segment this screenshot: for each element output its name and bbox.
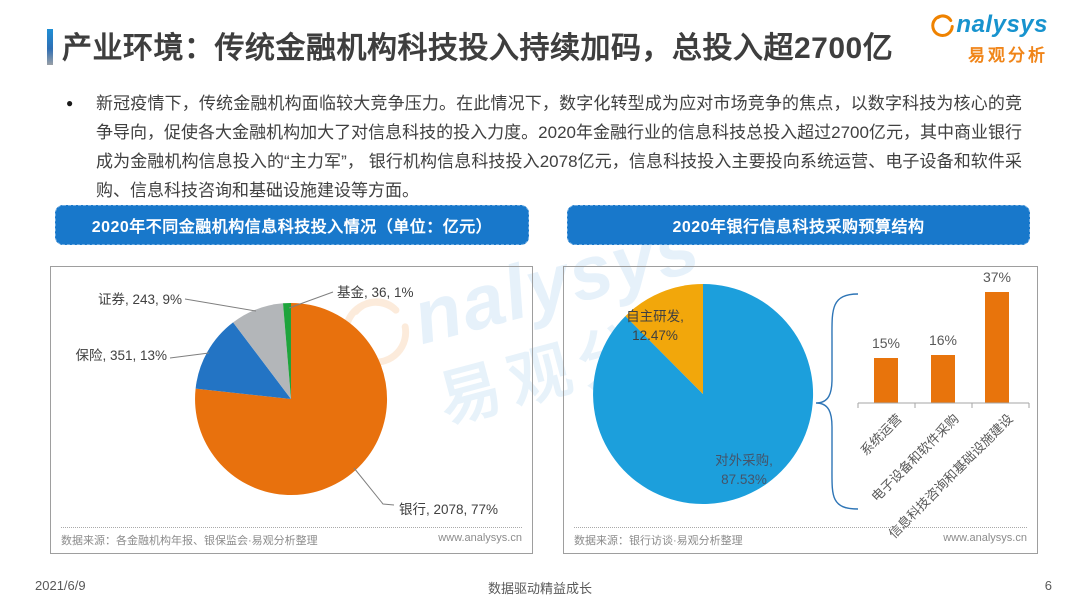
footer-date: 2021/6/9 — [35, 578, 86, 593]
pie-slice-对外采购 — [593, 283, 814, 504]
right-source-row: 数据来源：银行访谈·易观分析整理 www.analysys.cn — [574, 527, 1027, 548]
left-chart-banner: 2020年不同金融机构信息科技投入情况（单位：亿元） — [55, 205, 529, 245]
bar-value-3: 37% — [982, 269, 1012, 285]
left-pie-chart — [169, 291, 395, 506]
bar-value-2: 16% — [928, 332, 958, 348]
analysys-logo: nalysys 易观分析 — [926, 10, 1048, 66]
bar-axis — [857, 402, 1030, 408]
pie-slice-银行 — [195, 303, 388, 496]
bar-系统运营 — [874, 358, 898, 403]
bar-value-1: 15% — [871, 335, 901, 351]
inhouse-slice-label: 自主研发, 12.47% — [626, 309, 684, 343]
logo-wordmark: nalysys — [956, 11, 1048, 38]
bar-电子设备和软件采购 — [931, 355, 955, 403]
right-chart-banner: 2020年银行信息科技采购预算结构 — [567, 205, 1030, 245]
bullet-icon: ● — [66, 96, 74, 110]
summary-text: 新冠疫情下，传统金融机构面临较大竞争压力。在此情况下，数字化转型成为应对市场竞争… — [96, 94, 1022, 200]
right-site-link[interactable]: www.analysys.cn — [943, 532, 1027, 544]
page-title: 产业环境：传统金融机构科技投入持续加码，总投入超2700亿 — [62, 32, 894, 65]
callout-bank: 银行, 2078, 77% — [399, 502, 499, 517]
left-chart-panel: 证券, 243, 9% 基金, 36, 1% 保险, 351, 13% 银行, … — [50, 266, 533, 554]
right-pie-and-bar-chart — [593, 283, 1030, 510]
pie-slice-证券 — [233, 303, 291, 399]
analysys-swirl-icon — [931, 14, 955, 37]
left-source-row: 数据来源：各金融机构年报、银保监会·易观分析整理 www.analysys.cn — [61, 527, 522, 548]
pie-slice-自主研发 — [625, 284, 703, 394]
left-pie-leader-lines — [169, 291, 395, 506]
title-accent-bar — [47, 29, 53, 65]
logo-cn-text: 易观分析 — [968, 46, 1048, 65]
brace-icon — [815, 293, 859, 510]
left-source-text: 数据来源：各金融机构年报、银保监会·易观分析整理 — [61, 535, 318, 547]
outsourced-slice-label: 对外采购, 87.53% — [715, 453, 773, 487]
summary-bullet: ● 新冠疫情下，传统金融机构面临较大竞争压力。在此情况下，数字化转型成为应对市场… — [60, 89, 1022, 205]
pie-slice-保险 — [195, 322, 291, 399]
left-site-link[interactable]: www.analysys.cn — [438, 532, 522, 544]
right-chart-panel: 自主研发, 12.47% 对外采购, 87.53% 15% 16% 37% 系统… — [563, 266, 1038, 554]
right-source-text: 数据来源：银行访谈·易观分析整理 — [574, 535, 743, 547]
bar-信息科技咨询和基础设施建设 — [985, 292, 1009, 403]
footer-slogan: 数据驱动精益成长 — [487, 581, 592, 596]
callout-securities: 证券, 243, 9% — [97, 292, 182, 307]
callout-fund: 基金, 36, 1% — [337, 285, 414, 300]
footer-page-number: 6 — [1044, 578, 1052, 593]
callout-insurance: 保险, 351, 13% — [75, 348, 167, 363]
pie-slice-基金 — [283, 302, 291, 399]
